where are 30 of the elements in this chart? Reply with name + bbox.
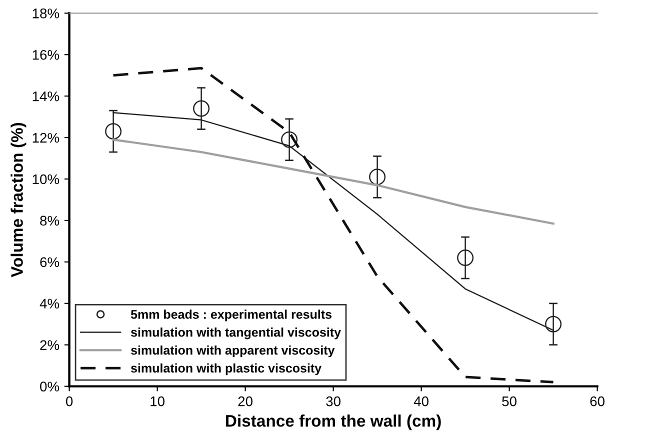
- x-tick-label: 60: [590, 396, 604, 406]
- point: [457, 250, 474, 266]
- y-tick-label: 18%: [32, 8, 60, 18]
- x-tick-label: 50: [502, 396, 516, 406]
- x-tick-label: 30: [326, 396, 340, 406]
- x-axis-title: Distance from the wall (cm): [226, 414, 441, 430]
- x-tick-label: 40: [414, 396, 428, 406]
- point: [281, 131, 298, 148]
- y-tick-label: 14%: [32, 91, 60, 102]
- legend-label: simulation with tangential viscosity: [130, 328, 341, 340]
- legend-label: simulation with plastic viscosity: [130, 363, 322, 376]
- y-tick-label: 8%: [40, 216, 60, 226]
- y-tick-label: 10%: [32, 174, 60, 184]
- y-axis-title: Volume fraction (%): [10, 122, 26, 278]
- line-series: [112, 66, 555, 384]
- y-tick-label: 4%: [40, 298, 60, 309]
- x-tick-label: 0: [66, 396, 73, 406]
- point: [105, 123, 122, 140]
- legend-label: 5mm beads : experimental results: [130, 310, 332, 322]
- y-tick-label: 6%: [40, 257, 60, 268]
- x-tick-label: 20: [238, 396, 252, 406]
- y-tick-label: 12%: [32, 132, 60, 143]
- legend-label: simulation with apparent viscosity: [130, 346, 335, 358]
- point: [369, 168, 386, 186]
- y-tick-label: 2%: [40, 340, 60, 350]
- point: [193, 100, 210, 117]
- x-tick-label: 10: [150, 396, 164, 406]
- y-tick-label: 16%: [32, 50, 60, 60]
- point: [545, 316, 562, 332]
- y-tick-label: 0%: [40, 382, 60, 392]
